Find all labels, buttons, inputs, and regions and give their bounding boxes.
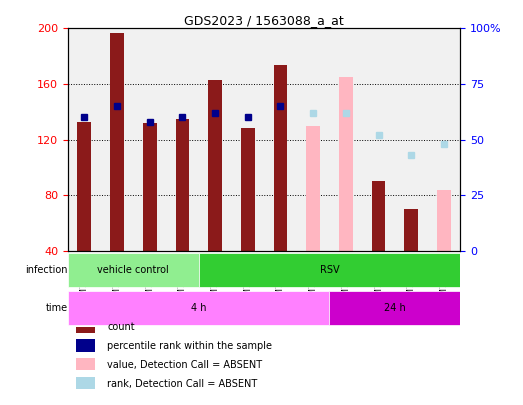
Bar xyxy=(76,358,95,371)
Bar xyxy=(372,181,385,251)
Bar xyxy=(437,190,451,251)
Bar xyxy=(395,28,428,251)
Bar xyxy=(76,320,95,333)
Text: vehicle control: vehicle control xyxy=(97,265,169,275)
Bar xyxy=(133,28,166,251)
Text: 4 h: 4 h xyxy=(191,303,207,313)
Bar xyxy=(110,32,124,251)
Bar xyxy=(231,28,264,251)
Bar xyxy=(143,123,156,251)
Bar xyxy=(166,28,199,251)
Bar xyxy=(199,28,231,251)
Bar xyxy=(241,128,255,251)
Text: 24 h: 24 h xyxy=(384,303,406,313)
Bar xyxy=(339,77,353,251)
Bar xyxy=(329,28,362,251)
Bar xyxy=(404,209,418,251)
Bar xyxy=(100,28,133,251)
Text: value, Detection Call = ABSENT: value, Detection Call = ABSENT xyxy=(107,360,263,370)
Bar xyxy=(264,28,297,251)
FancyBboxPatch shape xyxy=(68,253,199,287)
Bar xyxy=(77,122,91,251)
FancyBboxPatch shape xyxy=(68,291,329,326)
Bar xyxy=(176,119,189,251)
Text: RSV: RSV xyxy=(320,265,339,275)
Bar xyxy=(208,80,222,251)
Bar xyxy=(274,64,287,251)
Bar xyxy=(68,28,100,251)
Text: count: count xyxy=(107,322,135,333)
Bar xyxy=(362,28,395,251)
Bar xyxy=(306,126,320,251)
Title: GDS2023 / 1563088_a_at: GDS2023 / 1563088_a_at xyxy=(184,14,344,27)
Text: time: time xyxy=(46,303,68,313)
FancyBboxPatch shape xyxy=(329,291,460,326)
Bar xyxy=(297,28,329,251)
FancyBboxPatch shape xyxy=(199,253,460,287)
Bar xyxy=(76,339,95,352)
Bar xyxy=(76,377,95,389)
Bar xyxy=(428,28,460,251)
Text: rank, Detection Call = ABSENT: rank, Detection Call = ABSENT xyxy=(107,379,257,389)
Text: percentile rank within the sample: percentile rank within the sample xyxy=(107,341,272,351)
Text: infection: infection xyxy=(26,265,68,275)
